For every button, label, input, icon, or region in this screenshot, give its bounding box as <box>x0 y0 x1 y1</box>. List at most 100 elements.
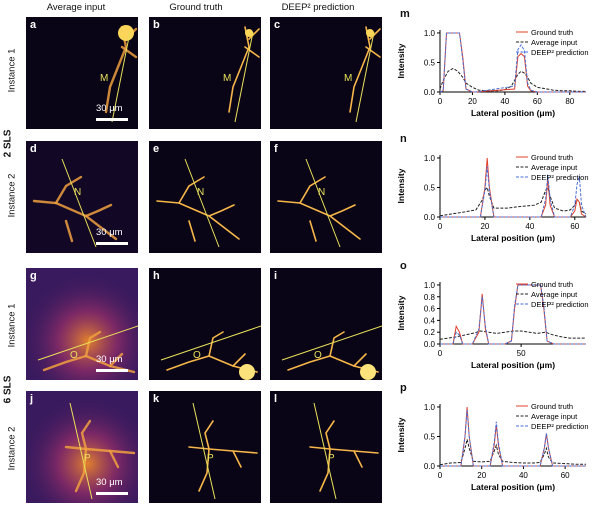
profile-line-tag: N <box>74 187 82 198</box>
scale-bar <box>96 242 128 245</box>
profile-line-tag: O <box>70 350 78 361</box>
x-tick-label: 20 <box>480 222 489 231</box>
legend-entry: DEEP² prediction <box>531 173 589 182</box>
profile-line-tag: N <box>318 187 326 198</box>
image-panel-d: d N 30 μm <box>26 141 138 253</box>
profile-line-tag: P <box>328 453 335 464</box>
y-tick-label: 1.0 <box>424 281 436 290</box>
panel-letter: b <box>153 19 160 31</box>
y-axis-label: Intensity <box>396 168 406 203</box>
x-axis-label: Lateral position (μm) <box>471 482 555 492</box>
column-header-prediction: DEEP² prediction <box>281 2 355 13</box>
image-panel-g: g O 30 μm <box>26 268 138 380</box>
y-tick-label: 0.5 <box>424 183 436 192</box>
y-tick-label: 0.5 <box>424 432 436 441</box>
series-line-average-input <box>439 330 586 340</box>
intensity-profile-plot-m: 0 20 40 60 80 0.0 0.5 1.0 Lateral position (μm) I… <box>392 22 596 122</box>
legend-entry: Average input <box>531 163 578 172</box>
y-tick-label: 0.0 <box>424 88 436 97</box>
x-tick-label: 60 <box>561 471 570 480</box>
y-tick-label: 1.0 <box>424 29 436 38</box>
group-label-2sls: 2 SLS <box>2 129 14 158</box>
y-tick-label: 0.2 <box>424 328 436 337</box>
profile-line-tag: O <box>193 350 201 361</box>
legend-entry: Ground truth <box>531 28 573 37</box>
legend-entry: Average input <box>531 412 578 421</box>
panel-letter: d <box>30 143 37 155</box>
scale-label: 30 μm <box>96 354 123 365</box>
profile-line-tag: P <box>207 453 214 464</box>
x-axis-label: Lateral position (μm) <box>471 233 555 243</box>
panel-letter: f <box>274 143 278 155</box>
plot-letter: o <box>400 260 407 272</box>
series-line-prediction <box>440 284 586 345</box>
legend-entry: DEEP² prediction <box>531 48 589 57</box>
legend-entry: Average input <box>531 38 578 47</box>
x-tick-label: 0 <box>438 471 443 480</box>
image-panel-j: j P 30 μm <box>26 391 138 503</box>
scale-bar <box>96 118 128 121</box>
x-tick-label: 0 <box>438 222 443 231</box>
plot-letter: p <box>400 382 407 394</box>
series-line-average-input <box>439 67 586 92</box>
scale-bar <box>96 492 128 495</box>
legend-entry: Ground truth <box>531 153 573 162</box>
profile-line-tag: M <box>344 73 353 84</box>
panel-letter: i <box>274 270 278 282</box>
x-axis-label: Lateral position (μm) <box>471 360 555 370</box>
profile-line-tag: M <box>223 73 232 84</box>
legend-entry: Ground truth <box>531 402 573 411</box>
y-tick-label: 0.4 <box>424 316 436 325</box>
y-tick-label: 1.0 <box>424 403 436 412</box>
image-panel-a: a M 30 μm <box>26 17 138 129</box>
x-tick-label: 60 <box>533 97 542 106</box>
x-tick-label: 40 <box>525 222 534 231</box>
plot-letter: m <box>400 8 410 20</box>
intensity-profile-plot-o: 0 50 0.0 0.2 0.4 0.6 0.8 1.0 Lateral position (μ… <box>392 274 596 374</box>
instance-label: Instance 1 <box>6 48 18 93</box>
panel-letter: j <box>30 393 34 405</box>
legend-entry: DEEP² prediction <box>531 422 589 431</box>
x-tick-label: 80 <box>565 97 574 106</box>
series-line-prediction <box>440 166 587 218</box>
y-tick-label: 0.6 <box>424 305 436 314</box>
column-header-ground-truth: Ground truth <box>169 2 223 13</box>
x-tick-label: 60 <box>570 222 579 231</box>
x-axis-label: Lateral position (μm) <box>471 108 555 118</box>
panel-letter: h <box>153 270 160 282</box>
column-header-average-input: Average input <box>46 2 106 13</box>
panel-letter: l <box>274 393 278 405</box>
y-tick-label: 0.8 <box>424 293 436 302</box>
scale-label: 30 μm <box>96 227 123 238</box>
instance-label: Instance 2 <box>6 173 18 218</box>
y-tick-label: 0.5 <box>424 58 436 67</box>
panel-letter: c <box>274 19 281 31</box>
y-axis-label: Intensity <box>396 417 406 452</box>
group-label-6sls: 6 SLS <box>2 375 14 404</box>
x-tick-label: 0 <box>438 97 443 106</box>
legend-entry: Average input <box>531 290 578 299</box>
x-tick-label: 20 <box>468 97 477 106</box>
y-tick-label: 0.0 <box>424 340 436 349</box>
scale-label: 30 μm <box>96 103 123 114</box>
y-tick-label: 0.0 <box>424 213 436 222</box>
profile-line-tag: P <box>84 453 91 464</box>
y-axis-label: Intensity <box>396 43 406 78</box>
panel-letter: g <box>30 270 37 282</box>
scale-bar <box>96 369 128 372</box>
scale-label: 30 μm <box>96 477 123 488</box>
instance-label: Instance 2 <box>6 426 18 471</box>
plot-letter: n <box>400 133 407 145</box>
y-tick-label: 0.0 <box>424 462 436 471</box>
y-tick-label: 1.0 <box>424 154 436 163</box>
y-axis-label: Intensity <box>396 295 406 330</box>
legend-entry: Ground truth <box>531 280 573 289</box>
